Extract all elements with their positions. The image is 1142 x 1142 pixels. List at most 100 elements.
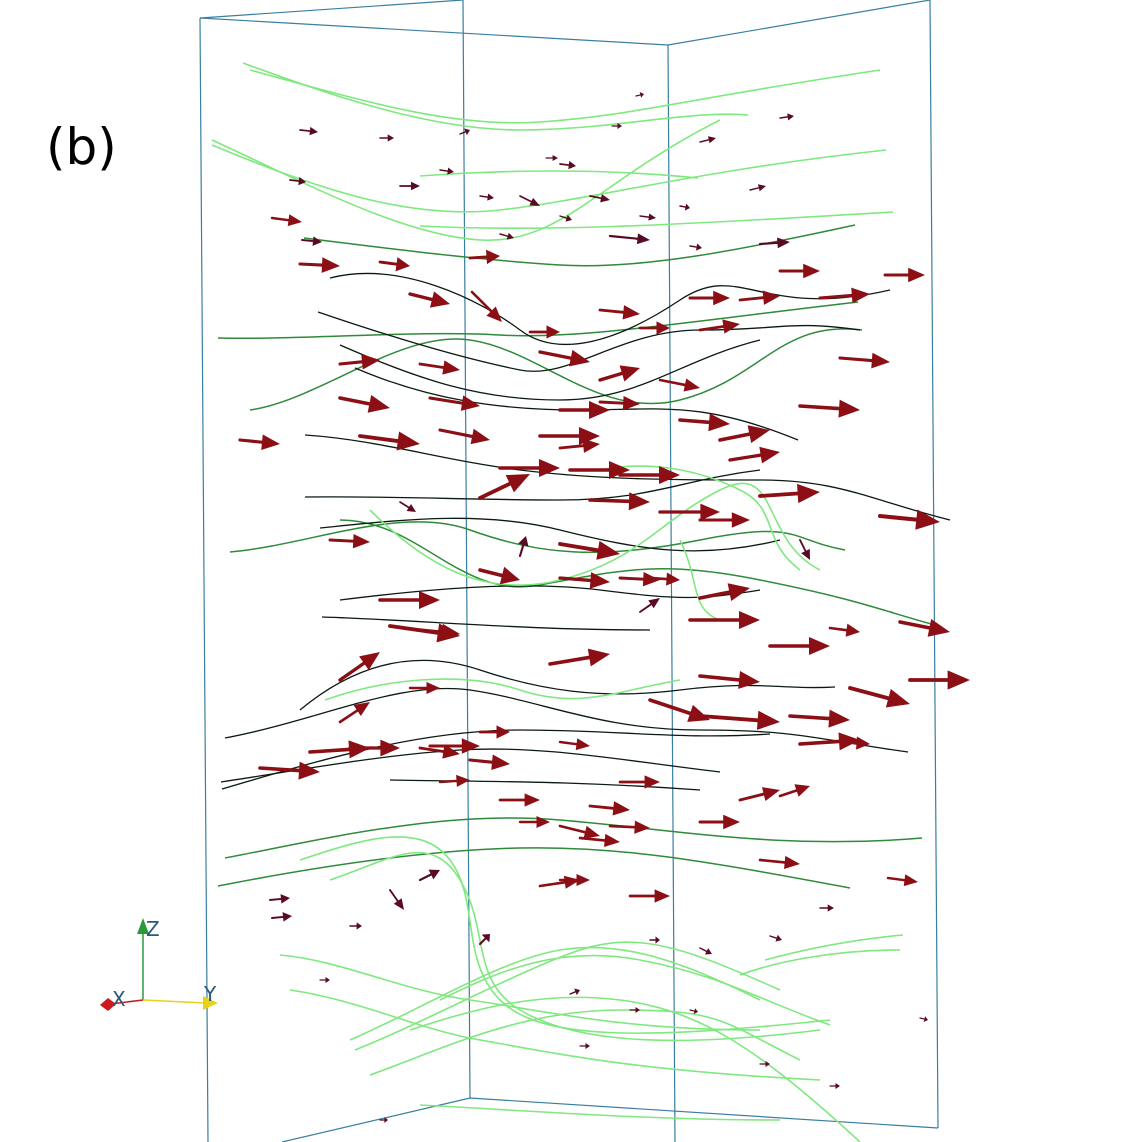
vector-arrow (349, 922, 362, 930)
vector-arrow (348, 739, 400, 757)
streamline (211, 119, 721, 241)
vector-arrow (608, 233, 650, 245)
vector-arrow (558, 824, 600, 839)
vector-arrow (468, 249, 500, 265)
vector-arrows (238, 91, 970, 1123)
vector-arrow (238, 434, 280, 450)
y-axis-head (203, 996, 218, 1010)
vector-arrow (498, 793, 540, 807)
vector-arrow (648, 698, 710, 722)
vector-arrow (518, 816, 550, 828)
vector-arrow (389, 889, 404, 910)
box-edge-left-vertical (199, 17, 209, 1142)
box-edge-front-vertical (667, 44, 676, 1142)
vector-arrow (639, 598, 660, 613)
panel-label: (b) (46, 118, 117, 176)
vector-arrow (459, 128, 470, 136)
vector-arrow (558, 401, 610, 419)
box-edge-bottom-back (469, 1097, 939, 1129)
vector-arrow (628, 889, 670, 903)
box-edge-back-vertical (462, 0, 471, 1099)
streamline (224, 817, 923, 859)
vector-arrow (908, 670, 970, 690)
x-axis-line (109, 999, 144, 1005)
streamline (679, 539, 721, 621)
streamline (764, 934, 904, 961)
vector-arrow (658, 378, 700, 392)
vector-arrow (635, 91, 644, 98)
vector-arrow (698, 710, 780, 730)
streamline (369, 1009, 801, 1076)
streamline (303, 224, 856, 267)
vector-arrow (470, 290, 502, 322)
streamline (319, 517, 781, 552)
vector-arrow (589, 194, 610, 203)
vector-arrow (499, 232, 514, 240)
vector-arrow (538, 875, 580, 889)
streamline (299, 836, 831, 1034)
streamline (229, 521, 846, 554)
vector-arrow (598, 305, 640, 320)
vector-arrow (289, 176, 306, 186)
vector-arrow (698, 512, 750, 528)
vector-arrow (519, 195, 540, 206)
box-edge-right-vertical (929, 0, 939, 1129)
vector-arrow (548, 648, 610, 667)
vector-arrow (611, 123, 622, 129)
vector-arrow (438, 428, 490, 445)
streamline (354, 941, 781, 1051)
vector-arrow (338, 702, 370, 724)
vector-arrow (738, 290, 780, 305)
vector-arrow (328, 533, 370, 549)
vector-arrow (588, 801, 630, 816)
vector-arrow (798, 732, 860, 751)
streamline (249, 69, 881, 124)
vector-arrow (598, 395, 640, 411)
streamline (409, 996, 861, 1142)
vector-arrow (838, 736, 870, 750)
box-edge-bottom-left (281, 1097, 471, 1142)
vector-arrow (728, 446, 780, 464)
vector-arrow (688, 290, 730, 306)
orientation-axes: Z X Y (100, 917, 218, 1011)
vector-arrow (438, 774, 470, 787)
vector-arrow (608, 820, 650, 834)
vector-arrow (558, 438, 600, 453)
vector-arrow (848, 686, 910, 708)
vector-arrow (338, 652, 380, 682)
vector-arrow (758, 483, 820, 504)
x-axis-label: X (112, 987, 126, 1011)
vector-arrow (298, 257, 340, 273)
vector-arrow (919, 1016, 928, 1023)
streamline (221, 729, 771, 790)
vector-arrow (699, 136, 716, 144)
vector-arrow (818, 287, 870, 304)
vector-arrow (378, 591, 440, 609)
vector-arrow (478, 725, 510, 739)
vector-arrow (569, 988, 580, 996)
vector-arrow (679, 203, 690, 211)
vector-arrow (518, 536, 529, 558)
vector-arrow (408, 291, 450, 308)
vector-arrow (749, 184, 766, 192)
streamline (224, 687, 909, 753)
vector-arrow (338, 354, 380, 370)
vector-arrow (558, 540, 620, 560)
vector-arrow (629, 1007, 640, 1013)
streamline (289, 989, 821, 1081)
vector-arrow (778, 784, 810, 798)
streamline (739, 949, 901, 976)
vector-arrow (877, 509, 940, 530)
vector-arrow (618, 775, 660, 789)
streamline (279, 954, 761, 1031)
vector-arrow (829, 1083, 840, 1089)
vector-arrow (558, 738, 590, 751)
vector-arrow (698, 319, 740, 334)
vector-arrow (778, 263, 820, 279)
streamline (419, 1104, 781, 1121)
vector-arrow (698, 814, 740, 830)
streamline (249, 328, 863, 411)
vector-arrow (699, 947, 712, 955)
vector-arrow (639, 213, 656, 221)
streamline (217, 847, 851, 889)
